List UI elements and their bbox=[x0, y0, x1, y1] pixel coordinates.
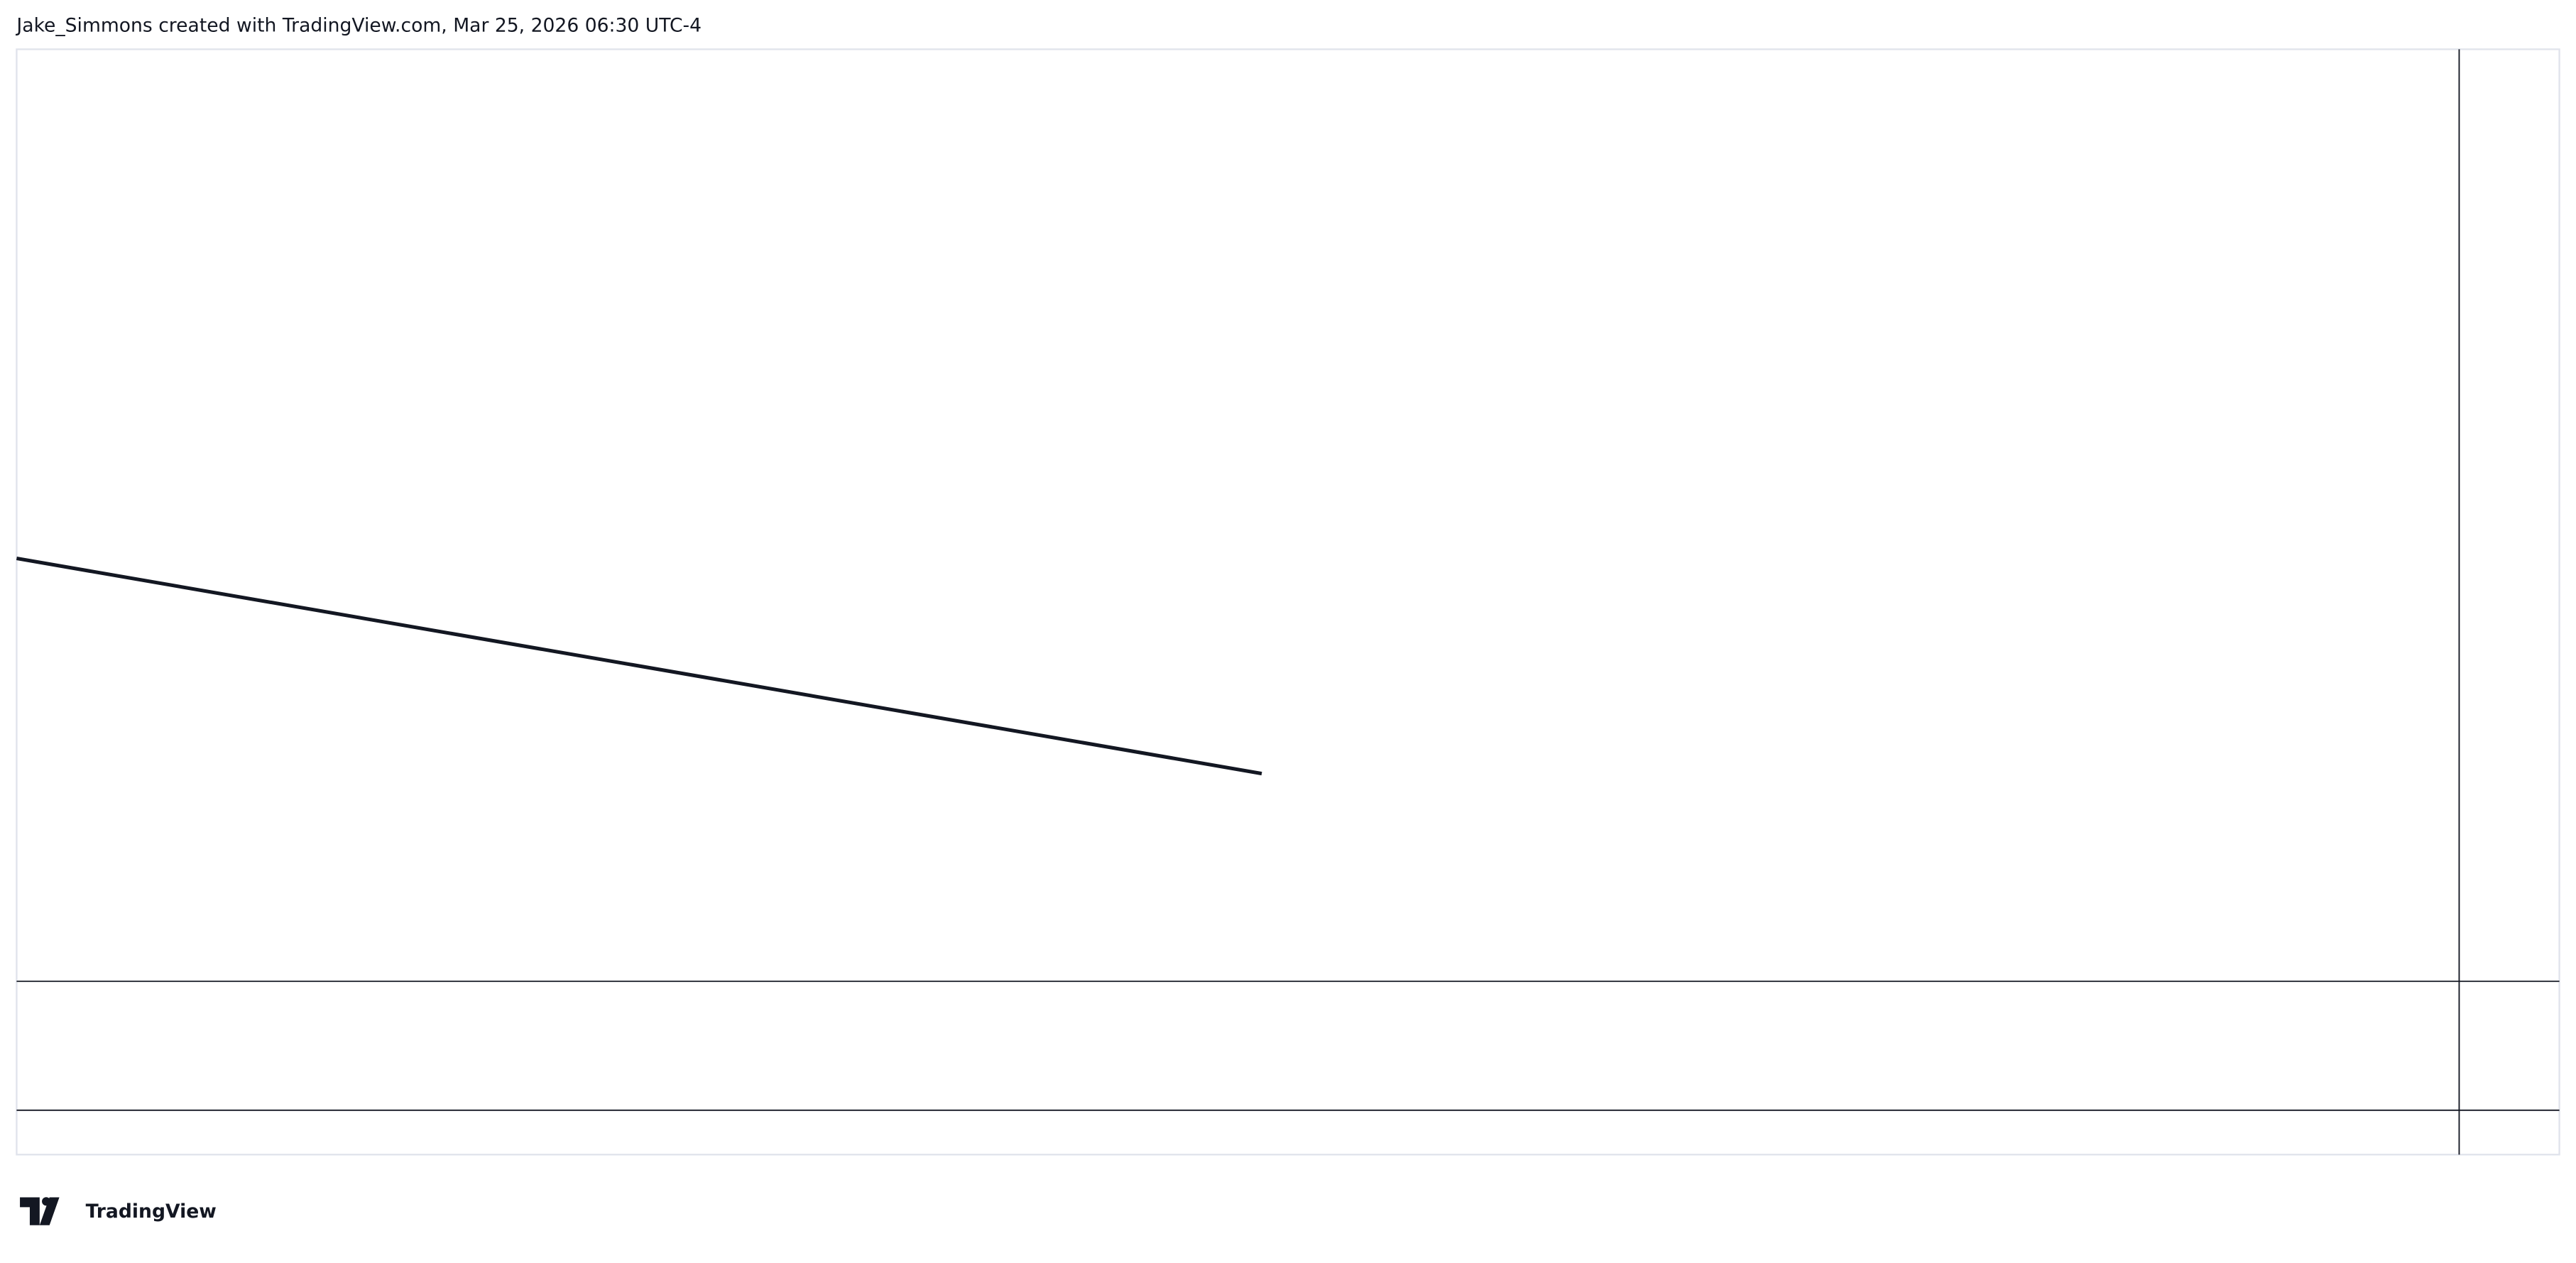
chart-frame bbox=[16, 48, 2560, 1156]
logo-dot bbox=[42, 1197, 51, 1206]
attribution: Jake_Simmons created with TradingView.co… bbox=[15, 15, 702, 37]
logo-text: TradingView bbox=[86, 1201, 217, 1223]
trend-line bbox=[16, 557, 1262, 776]
tradingview-logo: TradingView bbox=[20, 1197, 217, 1225]
